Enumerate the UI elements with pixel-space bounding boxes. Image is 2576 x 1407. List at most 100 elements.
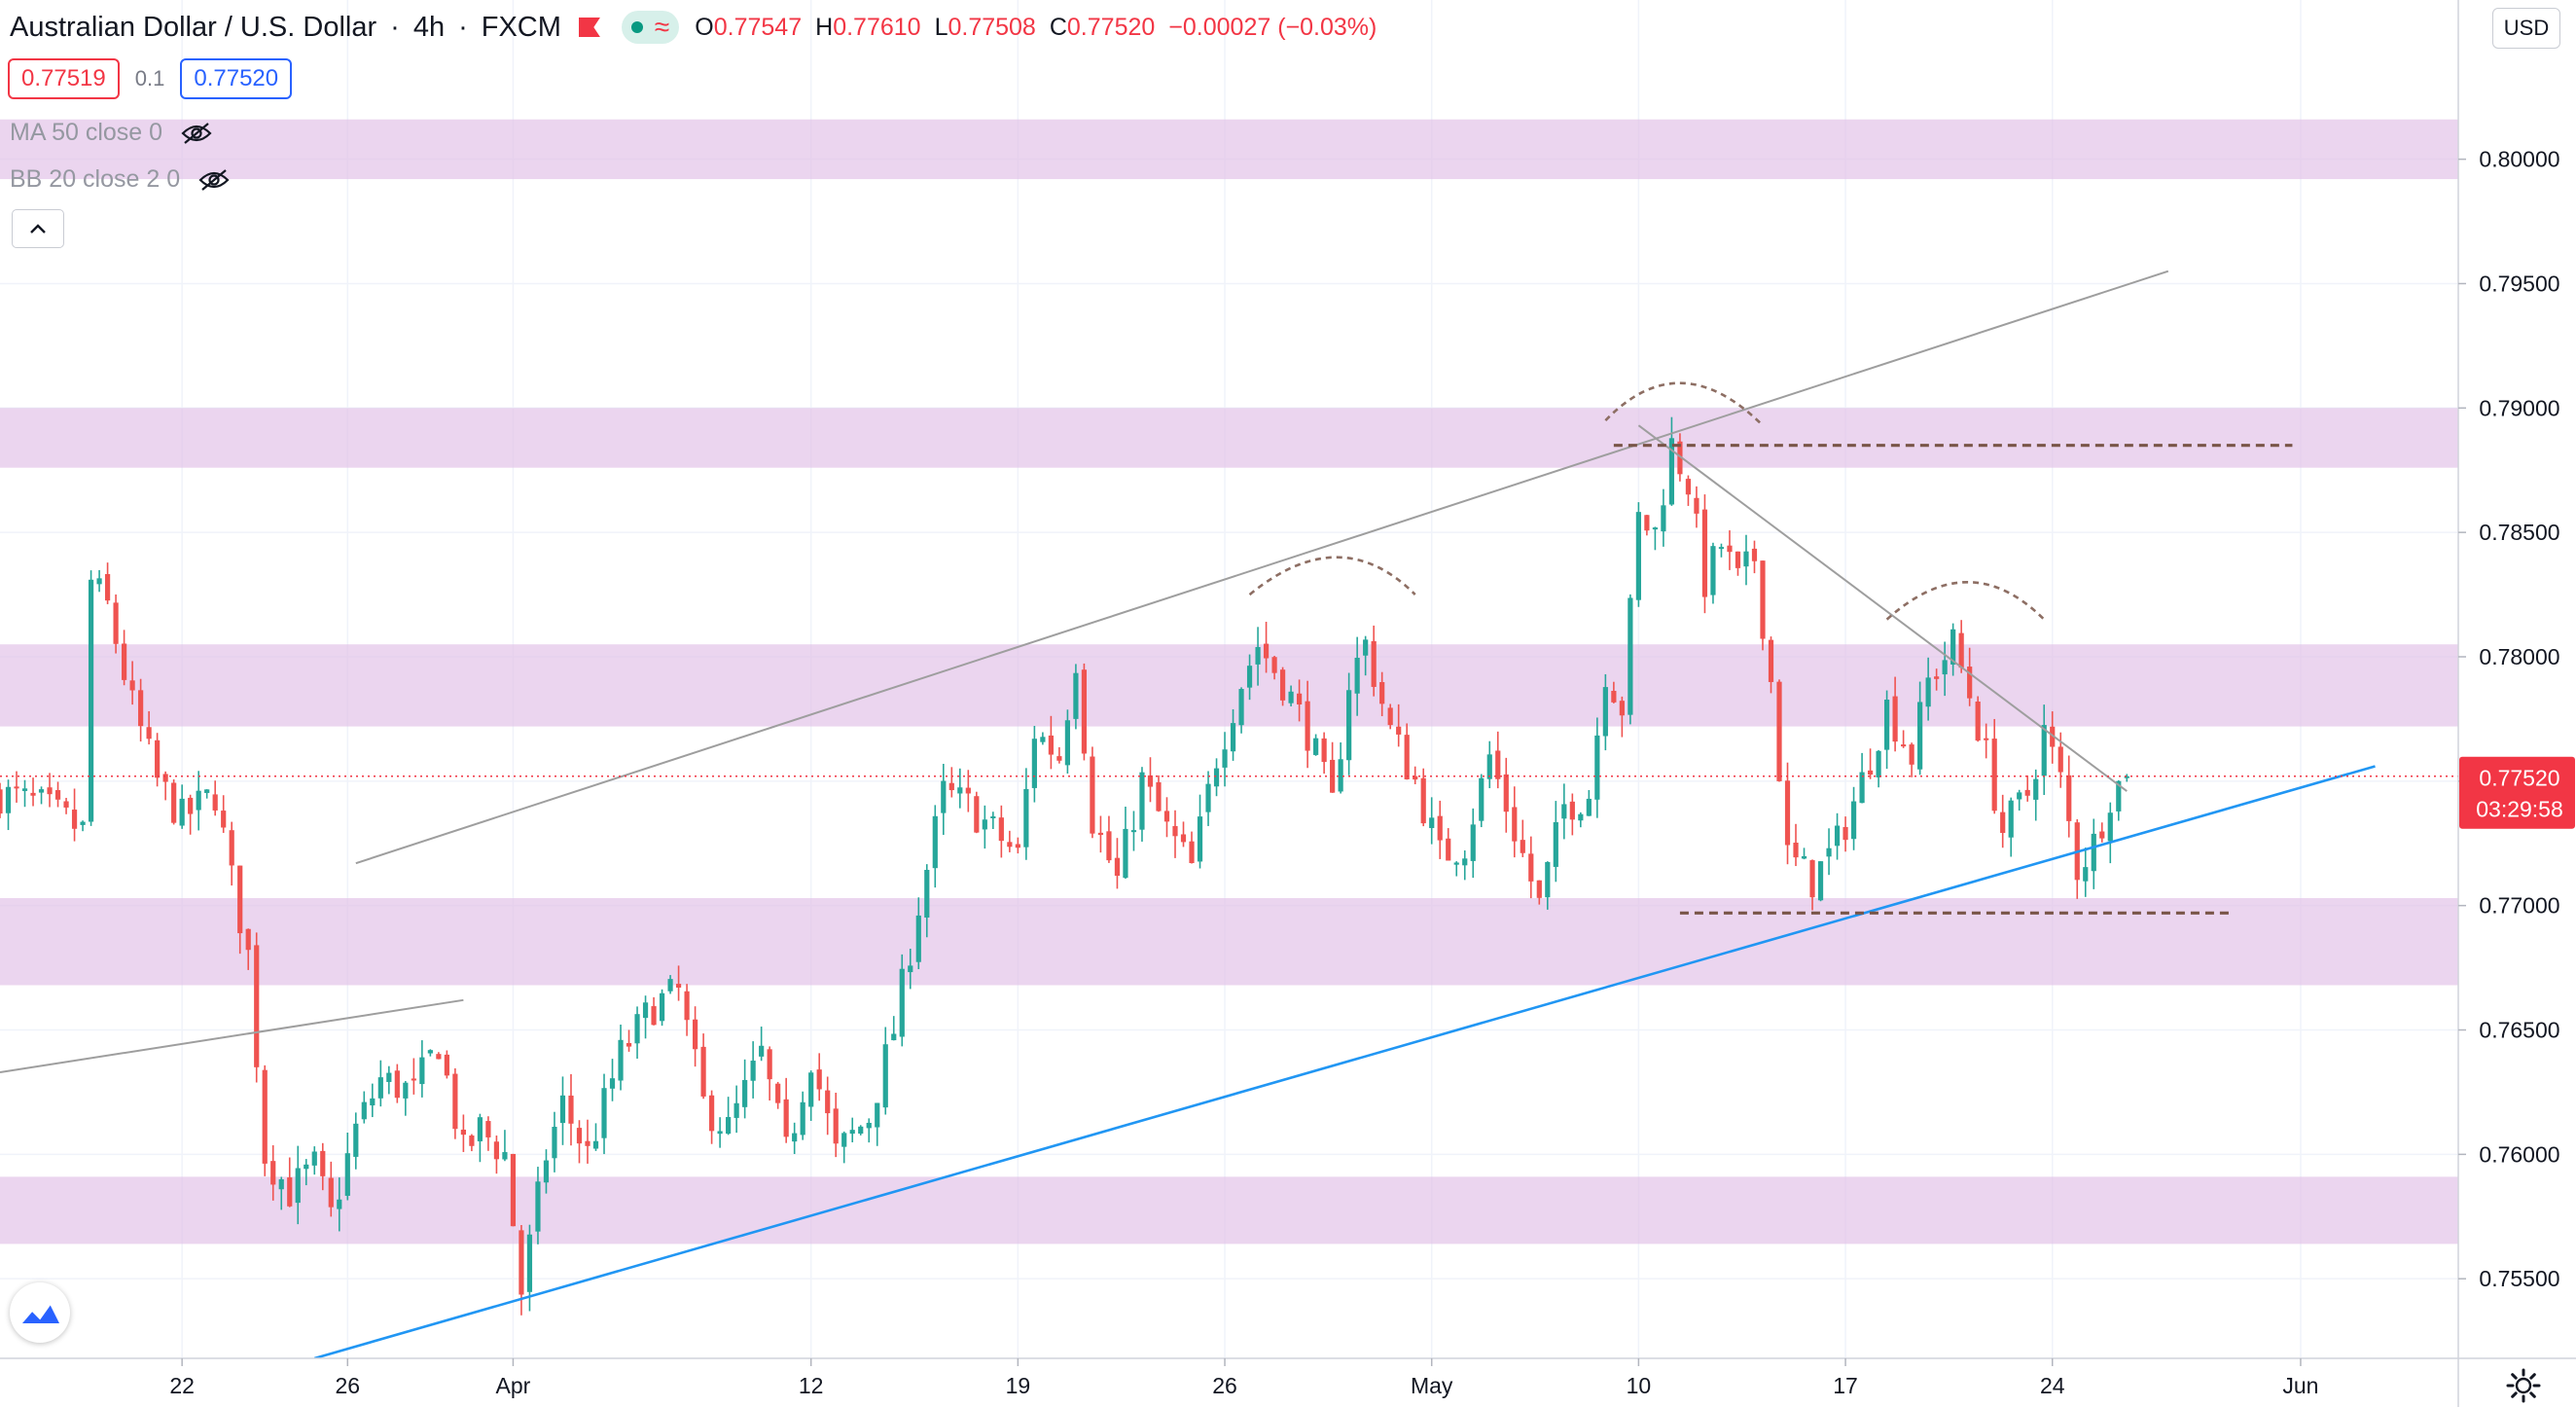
candle-body[interactable] — [1710, 546, 1716, 595]
candle-body[interactable] — [54, 790, 61, 800]
candle-body[interactable] — [1246, 666, 1253, 688]
candle-body[interactable] — [2050, 726, 2056, 747]
candle-body[interactable] — [875, 1102, 880, 1128]
candle-body[interactable] — [1826, 848, 1832, 857]
candle-body[interactable] — [1975, 702, 1981, 741]
candle-body[interactable] — [1031, 739, 1037, 788]
candle-body[interactable] — [377, 1077, 383, 1099]
candle-body[interactable] — [444, 1054, 449, 1076]
candle-body[interactable] — [21, 788, 28, 791]
candle-body[interactable] — [1718, 547, 1725, 550]
candle-body[interactable] — [1619, 701, 1625, 716]
candle-body[interactable] — [1156, 781, 1162, 812]
candle-body[interactable] — [1503, 774, 1509, 812]
candle-body[interactable] — [1271, 657, 1277, 673]
candle-body[interactable] — [2116, 780, 2122, 812]
candle-body[interactable] — [1073, 672, 1079, 719]
candle-body[interactable] — [2083, 867, 2089, 882]
candle-body[interactable] — [709, 1095, 715, 1132]
candle-body[interactable] — [1553, 821, 1558, 867]
candle-body[interactable] — [171, 782, 177, 823]
candle-body[interactable] — [71, 810, 78, 829]
sell-price-button[interactable]: 0.77519 — [8, 58, 120, 99]
candle-body[interactable] — [361, 1101, 367, 1120]
candle-body[interactable] — [2024, 789, 2030, 796]
candle-body[interactable] — [1892, 696, 1898, 742]
candle-body[interactable] — [452, 1073, 458, 1130]
candle-body[interactable] — [1677, 441, 1683, 475]
candle-body[interactable] — [353, 1123, 359, 1157]
candle-body[interactable] — [394, 1070, 400, 1099]
candle-body[interactable] — [552, 1127, 557, 1159]
candle-body[interactable] — [129, 680, 135, 691]
candle-body[interactable] — [138, 690, 144, 727]
candle-body[interactable] — [2099, 831, 2105, 839]
candle-body[interactable] — [344, 1153, 350, 1196]
candle-body[interactable] — [1462, 858, 1468, 866]
candle-body[interactable] — [1413, 776, 1418, 780]
candle-body[interactable] — [1958, 632, 1964, 668]
candle-body[interactable] — [1578, 813, 1584, 821]
candle-body[interactable] — [1387, 707, 1393, 726]
candle-body[interactable] — [1520, 840, 1525, 853]
candle-body[interactable] — [287, 1177, 293, 1207]
candle-body[interactable] — [1883, 700, 1890, 750]
candle-body[interactable] — [659, 992, 665, 1022]
candle-body[interactable] — [1396, 726, 1402, 735]
indicator-ma[interactable]: MA 50 close 0 — [10, 119, 213, 147]
candle-body[interactable] — [1420, 777, 1426, 824]
candle-body[interactable] — [1064, 720, 1071, 766]
candle-body[interactable] — [427, 1050, 433, 1054]
candle-body[interactable] — [229, 830, 234, 866]
candle-body[interactable] — [245, 928, 251, 951]
candle-body[interactable] — [510, 1153, 517, 1227]
currency-button[interactable]: USD — [2492, 8, 2560, 49]
candle-body[interactable] — [1512, 807, 1518, 842]
candle-body[interactable] — [2091, 833, 2096, 872]
candle-body[interactable] — [626, 1042, 632, 1047]
candle-body[interactable] — [2008, 800, 2014, 838]
candle-body[interactable] — [742, 1079, 748, 1107]
candle-body[interactable] — [726, 1116, 732, 1135]
candle-body[interactable] — [808, 1072, 814, 1107]
candle-body[interactable] — [1909, 744, 1914, 765]
candle-body[interactable] — [800, 1101, 805, 1136]
trend-line[interactable] — [313, 765, 2376, 1360]
candle-body[interactable] — [1495, 750, 1501, 779]
candle-body[interactable] — [1015, 844, 1020, 848]
candle-body[interactable] — [1446, 838, 1451, 861]
eye-off-icon[interactable] — [197, 168, 231, 192]
candle-body[interactable] — [254, 945, 260, 1067]
pattern-arc[interactable] — [1248, 556, 1416, 596]
candle-body[interactable] — [436, 1054, 442, 1060]
candle-body[interactable] — [419, 1057, 425, 1085]
time-axis[interactable] — [0, 1358, 2576, 1407]
candle-body[interactable] — [1867, 770, 1874, 776]
candle-body[interactable] — [1321, 738, 1327, 763]
candle-body[interactable] — [1809, 860, 1815, 898]
candle-body[interactable] — [1479, 777, 1485, 821]
candle-body[interactable] — [1743, 551, 1749, 567]
candle-body[interactable] — [982, 819, 987, 830]
candle-body[interactable] — [915, 915, 921, 962]
candle-body[interactable] — [113, 602, 119, 644]
candle-body[interactable] — [1834, 825, 1841, 847]
candle-body[interactable] — [576, 1128, 583, 1144]
candle-body[interactable] — [485, 1121, 491, 1137]
candle-body[interactable] — [47, 787, 53, 795]
buy-price-button[interactable]: 0.77520 — [180, 58, 293, 99]
candle-body[interactable] — [1628, 597, 1633, 715]
candle-body[interactable] — [411, 1078, 416, 1081]
candle-body[interactable] — [1379, 681, 1385, 704]
eye-off-icon[interactable] — [180, 122, 213, 145]
candle-body[interactable] — [1123, 828, 1128, 879]
candle-body[interactable] — [1023, 788, 1029, 848]
candle-body[interactable] — [733, 1102, 739, 1118]
candle-body[interactable] — [692, 1019, 698, 1050]
candle-body[interactable] — [1685, 479, 1692, 495]
candle-body[interactable] — [1536, 880, 1542, 898]
candle-body[interactable] — [493, 1141, 500, 1160]
candle-body[interactable] — [948, 782, 954, 791]
candle-body[interactable] — [1238, 689, 1244, 726]
